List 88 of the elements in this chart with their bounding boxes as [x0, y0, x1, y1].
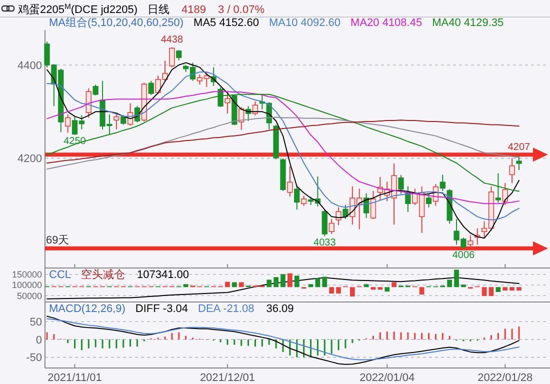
candlestick: [398, 174, 404, 194]
candlestick: [169, 46, 175, 68]
y-tick-label: 4400: [18, 60, 42, 72]
bar: [322, 276, 328, 288]
y-tick-label: 100000: [12, 280, 42, 290]
candlestick: [224, 92, 230, 114]
y-tick-label: -50: [26, 352, 42, 364]
bar: [238, 282, 244, 288]
y-tick-label: 150000: [12, 270, 42, 280]
candlestick: [294, 186, 300, 210]
x-tick-label: 2021/12/01: [200, 372, 255, 384]
x-tick-label: 2022/01/04: [360, 372, 415, 384]
bar: [454, 270, 459, 288]
candlestick: [252, 100, 258, 116]
annotation: 107341.00: [137, 269, 190, 281]
chart-subtitle: 日线: [148, 3, 170, 16]
x-tick-label: 2021/11/01: [48, 372, 102, 384]
bar: [419, 287, 424, 295]
bar: [370, 287, 376, 290]
bar: [364, 284, 369, 288]
annotation: 4207: [508, 142, 531, 154]
candlestick: [370, 190, 376, 220]
candlestick: [342, 204, 348, 220]
candlestick: [322, 209, 328, 237]
candlestick: [336, 206, 342, 226]
bar: [308, 284, 314, 288]
annotation: 4006: [452, 250, 476, 261]
bar: [496, 287, 501, 292]
y-tick-label: 50000: [16, 290, 42, 301]
candlestick: [64, 114, 71, 134]
bar: [329, 287, 334, 294]
candlestick: [300, 195, 307, 206]
candlestick: [509, 158, 515, 184]
annotation: 4438: [160, 34, 184, 46]
bar: [488, 287, 494, 296]
bar: [274, 277, 278, 288]
y-tick-label: 0: [36, 334, 42, 346]
candlestick: [92, 84, 98, 96]
annotation: 4250: [64, 136, 86, 147]
bar: [350, 287, 355, 296]
text: 3 / 0.07%: [218, 4, 265, 16]
legend-title: MA组合(5,10,20,40,60,250): [49, 16, 184, 29]
bar: [183, 284, 188, 288]
annotation: 36.09: [266, 303, 294, 315]
bar: [225, 282, 230, 288]
chart-subtitle: 空头减仓: [81, 268, 126, 281]
ref-line-label: 69天: [46, 234, 70, 246]
bar: [461, 284, 466, 288]
candlestick: [86, 88, 92, 118]
bar: [280, 274, 286, 288]
bar: [502, 287, 508, 291]
y-tick-label: 4200: [18, 153, 42, 166]
text: MA40 4129.35: [432, 17, 504, 29]
text: MA10 4092.60: [268, 17, 341, 29]
chart-title: MACD(12,26,9): [49, 303, 126, 315]
bar: [288, 273, 292, 288]
candlestick: [426, 192, 432, 208]
bar: [315, 278, 320, 288]
bar: [516, 287, 522, 291]
text: MA5 4152.60: [194, 17, 259, 29]
candlestick: [328, 218, 334, 234]
bar: [384, 287, 390, 292]
chart-title: 鸡蛋2205$^{M}$(DCE jd2205): [17, 2, 138, 16]
bar: [294, 276, 300, 288]
candlestick: [495, 172, 502, 204]
bar: [392, 282, 396, 288]
candlestick: [114, 112, 120, 130]
bar: [447, 280, 452, 288]
series-label: DEA -21.08: [198, 303, 254, 315]
bar: [378, 287, 383, 290]
candlestick: [176, 50, 182, 61]
bar: [482, 287, 487, 296]
text: 4189: [182, 4, 206, 16]
y-tick-label: 50: [30, 316, 42, 328]
text: MA20 4108.45: [350, 17, 422, 29]
candlestick: [516, 154, 522, 170]
bar: [232, 282, 237, 288]
chart-title: CCL: [49, 269, 72, 281]
x-tick-label: 2022/01/28: [478, 372, 533, 384]
series-label: DIFF -3.04: [135, 303, 188, 315]
candlestick: [440, 174, 446, 192]
bar: [266, 280, 272, 288]
candlestick: [287, 166, 293, 198]
bar: [510, 287, 514, 291]
candlestick: [148, 80, 154, 96]
bar: [336, 287, 341, 294]
annotation: 4033: [314, 237, 336, 248]
candlestick: [468, 234, 474, 248]
